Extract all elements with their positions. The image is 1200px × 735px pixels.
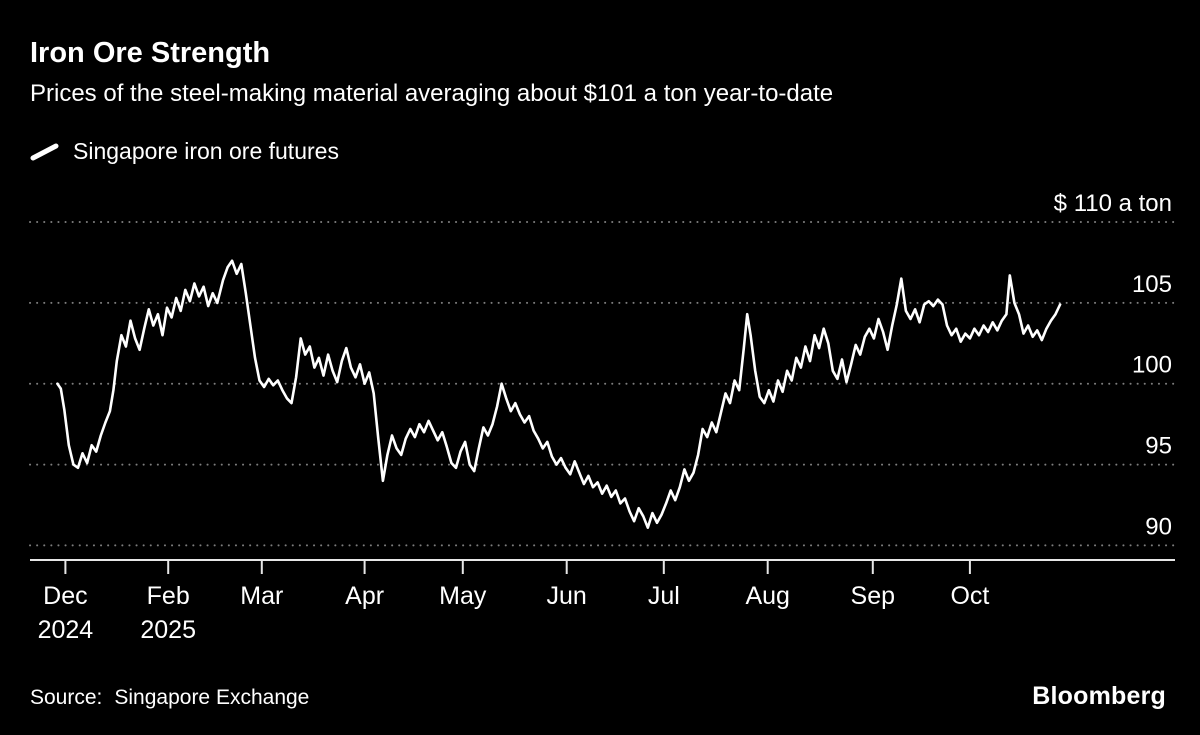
- chart-title: Iron Ore Strength: [30, 37, 271, 69]
- x-axis-month-label: Jul: [648, 582, 680, 610]
- chart-footer: Source: Singapore Exchange Bloomberg: [30, 682, 1166, 711]
- source-value: Singapore Exchange: [114, 686, 310, 709]
- x-axis-month-label: Dec: [43, 582, 87, 610]
- y-axis-label: 105: [1132, 271, 1172, 298]
- x-axis-month-label: Feb: [147, 582, 190, 610]
- source-note: Source: Singapore Exchange: [30, 686, 309, 710]
- y-axis-label: 100: [1132, 352, 1172, 379]
- x-axis-year-label: 2024: [38, 616, 94, 644]
- x-axis-month-label: Sep: [851, 582, 895, 610]
- price-line-chart: $ 110 a ton 105 100 95 90 Dec 2024 Feb 2025 Mar Ap…: [29, 190, 1176, 644]
- chart-legend: Singapore iron ore futures: [30, 138, 339, 165]
- y-axis-label: $ 110 a ton: [1054, 190, 1172, 217]
- x-axis-month-label: May: [439, 582, 487, 610]
- series-line-icon: [30, 143, 60, 161]
- legend-series-label: Singapore iron ore futures: [73, 138, 339, 164]
- x-axis-month-label: Apr: [345, 582, 384, 610]
- x-axis-month-label: Oct: [950, 582, 989, 610]
- chart-subtitle: Prices of the steel-making material aver…: [30, 79, 834, 107]
- x-axis-month-label: Aug: [745, 582, 789, 610]
- bloomberg-logo: Bloomberg: [1032, 682, 1166, 710]
- source-label: Source:: [30, 686, 103, 709]
- chart-header: Iron Ore Strength Prices of the steel-ma…: [30, 37, 834, 108]
- price-series-line: [56, 259, 1062, 530]
- x-axis-year-label: 2025: [140, 616, 196, 644]
- x-axis-month-label: Jun: [547, 582, 587, 610]
- y-axis-label: 95: [1145, 433, 1172, 460]
- x-axis-month-label: Mar: [240, 582, 283, 610]
- y-axis-label: 90: [1145, 513, 1172, 540]
